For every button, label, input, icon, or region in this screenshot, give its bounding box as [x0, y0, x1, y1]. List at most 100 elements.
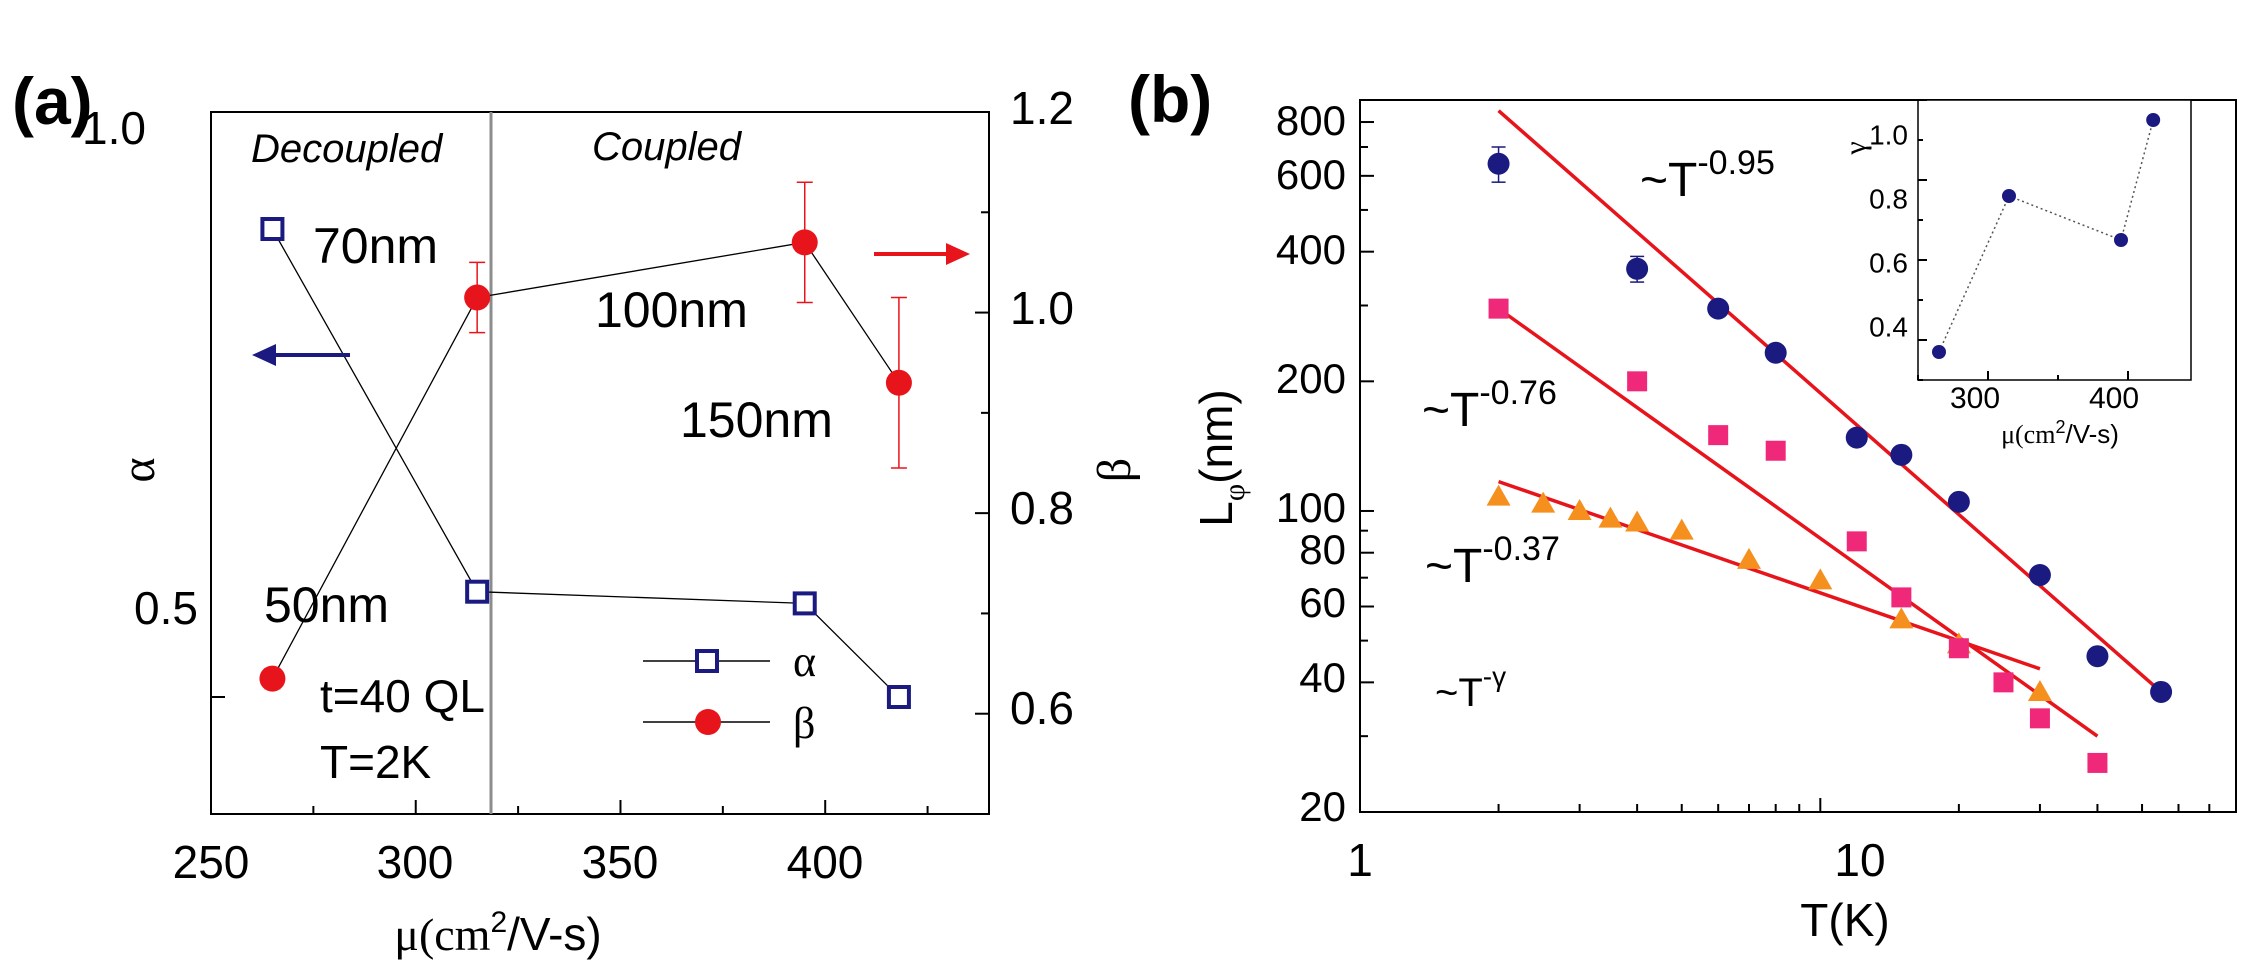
- triangle-point: [1625, 510, 1650, 532]
- beta-series-line: [271, 241, 900, 679]
- b-y-tick-label: 100: [1276, 484, 1346, 531]
- circle-point: [1707, 297, 1730, 320]
- square-point: [1488, 298, 1509, 319]
- power-law-fit-line: [1497, 479, 2041, 671]
- inset-y-tick-label: 0.6: [1869, 247, 1908, 278]
- a-x-tick-label: 250: [173, 836, 250, 888]
- alpha-series-line: [271, 228, 900, 698]
- square-point: [2029, 708, 2050, 729]
- panel-a: (a) 1.0 0.5 0.6 0.8 1.0 1.2 250 300 350 …: [12, 64, 1141, 960]
- a-y-left-tick-label: 0.5: [134, 582, 198, 634]
- square-point: [2087, 752, 2108, 773]
- panel-b-ticks: [1359, 99, 2237, 813]
- b-y-tick-label: 60: [1299, 579, 1346, 626]
- triangle-point: [1737, 547, 1762, 569]
- alpha-point: [260, 217, 285, 241]
- square-point: [1948, 638, 1969, 659]
- inset-frame: [1917, 99, 2192, 381]
- a-x-tick-label: 350: [582, 836, 659, 888]
- a-y-left-tick-label: 1.0: [82, 102, 146, 154]
- beta-point: [791, 229, 818, 256]
- annotation-exponent-037: ~T-0.37: [1425, 530, 1560, 593]
- panel-a-label: (a): [12, 64, 93, 138]
- panel-b-label: (b): [1128, 62, 1212, 136]
- annotation-50nm: 50nm: [264, 577, 389, 633]
- circle-point: [2150, 680, 2173, 703]
- power-law-fit-line: [1497, 307, 2099, 738]
- alpha-point: [886, 685, 911, 709]
- legend-marker-alpha: [695, 649, 719, 673]
- beta-point: [259, 665, 286, 692]
- a-y-right-tick-label: 1.2: [1010, 82, 1074, 134]
- triangle-point: [1808, 568, 1833, 590]
- a-y-right-tick-label: 0.8: [1010, 482, 1074, 534]
- legend-label-beta: β: [793, 699, 815, 748]
- annotation-exponent-gamma: ~T-γ: [1435, 661, 1506, 715]
- a-y-right-tick-label: 1.0: [1010, 282, 1074, 334]
- inset-x-axis-label: μ(cm2/V-s): [2001, 417, 2119, 449]
- inset-y-tick-label: 0.8: [1869, 183, 1908, 214]
- square-point: [1765, 440, 1786, 461]
- b-x-tick-label: 1: [1347, 834, 1373, 886]
- beta-point: [885, 369, 912, 396]
- circle-point: [1626, 257, 1649, 280]
- a-x-axis-label: μ(cm2/V-s): [394, 906, 601, 960]
- legend-marker-beta: [695, 709, 721, 735]
- circle-point: [1845, 426, 1868, 449]
- b-y-tick-label: 200: [1276, 355, 1346, 402]
- alpha-point: [792, 591, 817, 616]
- b-y-tick-label: 40: [1299, 654, 1346, 701]
- annotation-70nm: 70nm: [313, 218, 438, 274]
- panel-a-ticks: [210, 111, 989, 814]
- triangle-point: [2027, 679, 2052, 701]
- annotation-exponent-076: ~T-0.76: [1422, 374, 1557, 437]
- inset-point: [1932, 345, 1946, 359]
- a-y-left-axis-label: α: [112, 457, 165, 482]
- a-y-right-axis-label: β: [1088, 458, 1141, 482]
- a-x-tick-label: 300: [377, 836, 454, 888]
- b-y-tick-label: 800: [1276, 97, 1346, 144]
- inset-chart: 1.0 0.8 0.6 0.4 300 400 μ(cm2/V-s) γ: [1839, 99, 2192, 449]
- annotation-thickness: t=40 QL: [320, 670, 485, 722]
- circle-point: [1947, 490, 1970, 513]
- circle-point: [2028, 564, 2051, 587]
- inset-point: [2114, 233, 2128, 247]
- b-x-axis-label: T(K): [1800, 894, 1889, 946]
- inset-point: [2002, 189, 2016, 203]
- panel-b-frame: [1359, 99, 2237, 813]
- triangle-point: [1486, 484, 1511, 506]
- panel-a-frame: [210, 111, 990, 815]
- region-label-coupled: Coupled: [592, 125, 743, 169]
- triangle-point: [1531, 491, 1556, 513]
- legend: α β: [643, 637, 816, 748]
- left-axis-arrow: [252, 344, 350, 366]
- inset-y-tick-label: 0.4: [1869, 311, 1908, 342]
- square-point: [1846, 531, 1867, 552]
- inset-y-tick-label: 1.0: [1869, 119, 1908, 150]
- alpha-point: [465, 579, 490, 604]
- panel-b: (b) 20 40 60 80 100 200 400 600 800 1 10…: [1128, 62, 2237, 946]
- circle-point: [2086, 645, 2109, 668]
- square-point: [1708, 425, 1729, 446]
- circle-point: [1487, 152, 1510, 175]
- region-label-decoupled: Decoupled: [251, 127, 444, 171]
- a-x-tick-label: 400: [787, 836, 864, 888]
- panel-b-fit-lines: [1497, 109, 2163, 738]
- inset-y-axis-label: γ: [1839, 141, 1872, 155]
- square-point: [1891, 587, 1912, 608]
- circle-point: [1764, 341, 1787, 364]
- b-y-tick-label: 400: [1276, 226, 1346, 273]
- legend-label-alpha: α: [793, 637, 816, 686]
- inset-point: [2146, 113, 2161, 127]
- annotation-150nm: 150nm: [680, 392, 833, 448]
- panel-b-marks: [1486, 146, 2173, 773]
- beta-point: [464, 284, 491, 311]
- annotation-exponent-095: ~T-0.95: [1640, 144, 1775, 207]
- square-point: [1627, 371, 1648, 392]
- inset-ticks: [1917, 99, 2129, 381]
- triangle-point: [1889, 607, 1914, 629]
- circle-point: [1890, 443, 1913, 466]
- annotation-temperature: T=2K: [320, 736, 432, 788]
- a-y-right-tick-label: 0.6: [1010, 682, 1074, 734]
